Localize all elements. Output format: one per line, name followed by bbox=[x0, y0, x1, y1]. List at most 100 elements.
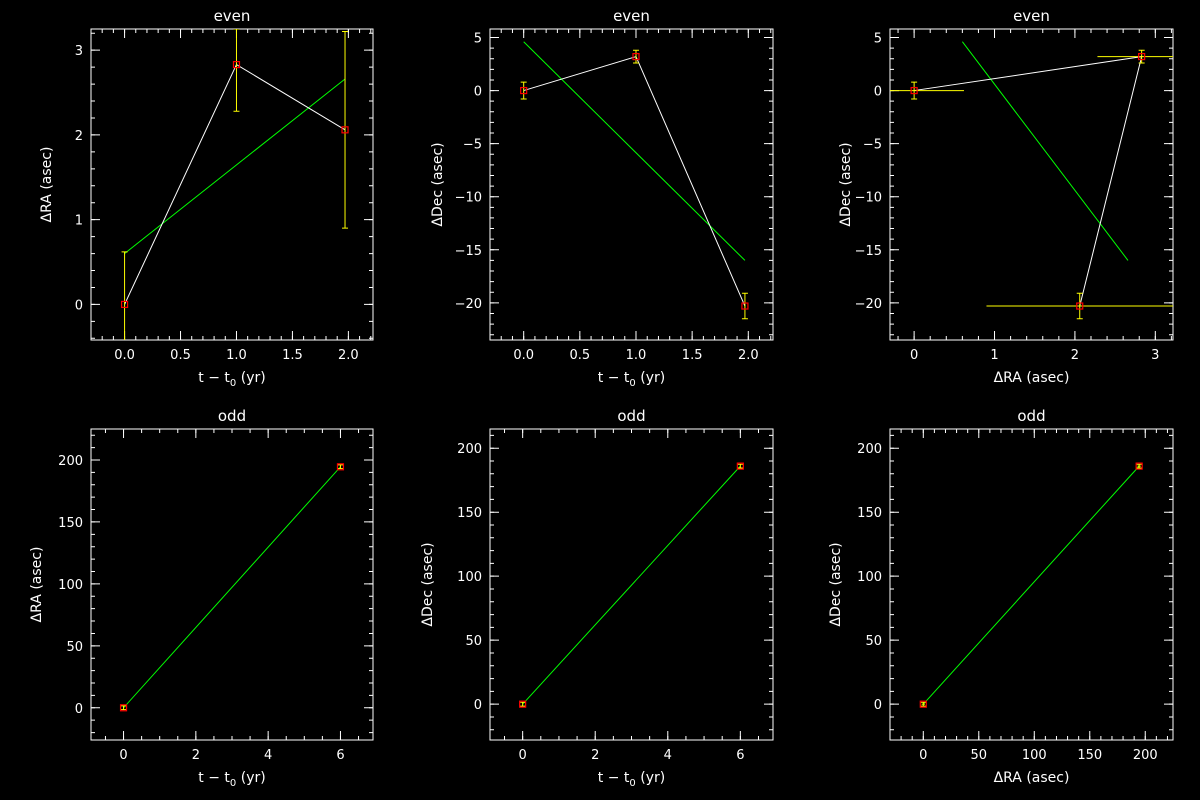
data-point bbox=[519, 700, 527, 708]
x-tick-label: 200 bbox=[1133, 748, 1158, 763]
x-axis-label-unit: (yr) bbox=[236, 770, 265, 786]
y-axis-label: ΔDec (asec) bbox=[838, 142, 854, 226]
plot-area bbox=[890, 41, 1173, 320]
y-error-cap bbox=[520, 81, 527, 100]
panel-title: odd bbox=[617, 407, 645, 425]
data-point bbox=[520, 86, 528, 95]
y-axis-label: ΔDec (asec) bbox=[828, 542, 844, 626]
data-point bbox=[736, 462, 744, 470]
x-tick-label: 6 bbox=[736, 748, 744, 763]
data-point bbox=[1076, 302, 1084, 310]
x-axis-label-subscript: 0 bbox=[230, 378, 236, 389]
x-axis-label: t − t0 (yr) bbox=[598, 370, 665, 389]
y-tick-label: 0 bbox=[474, 698, 482, 713]
fit-line bbox=[124, 78, 346, 254]
y-tick-label: 50 bbox=[865, 634, 882, 649]
y-tick-label: −20 bbox=[455, 297, 482, 312]
panel-title: odd bbox=[1017, 407, 1045, 425]
y-tick-label: −5 bbox=[863, 138, 882, 153]
y-tick-label: 50 bbox=[465, 634, 482, 649]
x-tick-label: 3 bbox=[1151, 348, 1159, 363]
plot-area bbox=[519, 462, 744, 708]
x-tick-label: 0 bbox=[519, 748, 527, 763]
y-tick-label: 0 bbox=[75, 298, 83, 313]
minor-ticks bbox=[91, 29, 373, 340]
data-point bbox=[119, 704, 128, 712]
data-point bbox=[910, 86, 918, 95]
axes-frame bbox=[889, 428, 1174, 741]
data-point bbox=[336, 463, 345, 471]
x-axis-label: ΔRA (asec) bbox=[994, 370, 1070, 386]
data-line bbox=[914, 55, 1143, 307]
y-tick-label: −10 bbox=[855, 191, 882, 206]
x-tick-label: 1.0 bbox=[626, 348, 647, 363]
y-tick-label: −5 bbox=[463, 138, 482, 153]
y-tick-label: 0 bbox=[474, 85, 482, 100]
y-tick-label: 50 bbox=[66, 640, 83, 655]
y-error-cap bbox=[1138, 49, 1145, 64]
x-axis-label-subscript: 0 bbox=[230, 778, 236, 789]
fit-line bbox=[123, 466, 341, 709]
x-tick-label: 2 bbox=[1071, 348, 1079, 363]
x-tick-label: 4 bbox=[264, 748, 272, 763]
data-point bbox=[919, 700, 927, 708]
x-axis-label-main: t − t bbox=[598, 370, 630, 386]
x-tick-label: 2 bbox=[591, 748, 599, 763]
axes-frame bbox=[889, 28, 1174, 341]
y-tick-label: 200 bbox=[58, 454, 83, 469]
data-point bbox=[232, 60, 241, 69]
panel-title: odd bbox=[218, 407, 246, 425]
y-tick-label: 150 bbox=[58, 516, 83, 531]
x-tick-label: 0.5 bbox=[170, 348, 191, 363]
x-tick-label: 1.5 bbox=[282, 348, 303, 363]
x-tick-label: 0 bbox=[910, 348, 918, 363]
x-tick-label: 0.0 bbox=[114, 348, 135, 363]
x-axis-label-unit: (yr) bbox=[636, 770, 665, 786]
y-axis-label: ΔRA (asec) bbox=[29, 547, 45, 623]
y-axis-label: ΔDec (asec) bbox=[420, 542, 436, 626]
data-point bbox=[1138, 52, 1146, 61]
x-tick-label: 1.0 bbox=[226, 348, 247, 363]
x-axis-label-unit: (yr) bbox=[236, 370, 265, 386]
y-tick-label: 200 bbox=[857, 442, 882, 457]
x-tick-label: 1.5 bbox=[682, 348, 703, 363]
x-axis-label: t − t0 (yr) bbox=[198, 770, 265, 789]
x-tick-label: 0.0 bbox=[513, 348, 534, 363]
minor-ticks bbox=[490, 29, 773, 340]
panel-title: even bbox=[1013, 7, 1050, 25]
y-tick-label: −15 bbox=[855, 244, 882, 259]
y-error-cap bbox=[741, 292, 748, 320]
x-axis-label-subscript: 0 bbox=[629, 378, 635, 389]
fit-line bbox=[522, 465, 741, 705]
y-tick-label: 150 bbox=[857, 506, 882, 521]
data-line bbox=[523, 55, 746, 307]
x-tick-label: 2.0 bbox=[338, 348, 359, 363]
y-tick-label: −20 bbox=[855, 297, 882, 312]
y-error-cap bbox=[1076, 292, 1083, 320]
y-tick-label: 3 bbox=[75, 44, 83, 59]
x-tick-label: 150 bbox=[1077, 748, 1102, 763]
x-tick-label: 4 bbox=[664, 748, 672, 763]
x-tick-label: 0 bbox=[919, 748, 927, 763]
y-tick-label: 5 bbox=[474, 31, 482, 46]
x-tick-label: 6 bbox=[336, 748, 344, 763]
axes-frame bbox=[90, 28, 374, 341]
plot-area bbox=[119, 463, 345, 712]
y-tick-label: −15 bbox=[455, 244, 482, 259]
y-error-cap bbox=[342, 31, 349, 229]
data-line bbox=[124, 63, 346, 305]
panel-3: 0 1 2 3 5 0 −5 −10 −15 −20 even ΔRA (asec) ΔDec (ase… bbox=[838, 7, 1174, 386]
x-axis-label-main: t − t bbox=[598, 770, 630, 786]
y-error-cap bbox=[1136, 463, 1143, 469]
plot-area bbox=[919, 462, 1143, 708]
fit-line bbox=[961, 41, 1129, 261]
x-axis-label-main: t − t bbox=[198, 770, 230, 786]
y-error-cap bbox=[920, 701, 927, 707]
y-tick-label: 100 bbox=[857, 570, 882, 585]
data-point bbox=[120, 300, 129, 309]
y-tick-label: 0 bbox=[75, 702, 83, 717]
